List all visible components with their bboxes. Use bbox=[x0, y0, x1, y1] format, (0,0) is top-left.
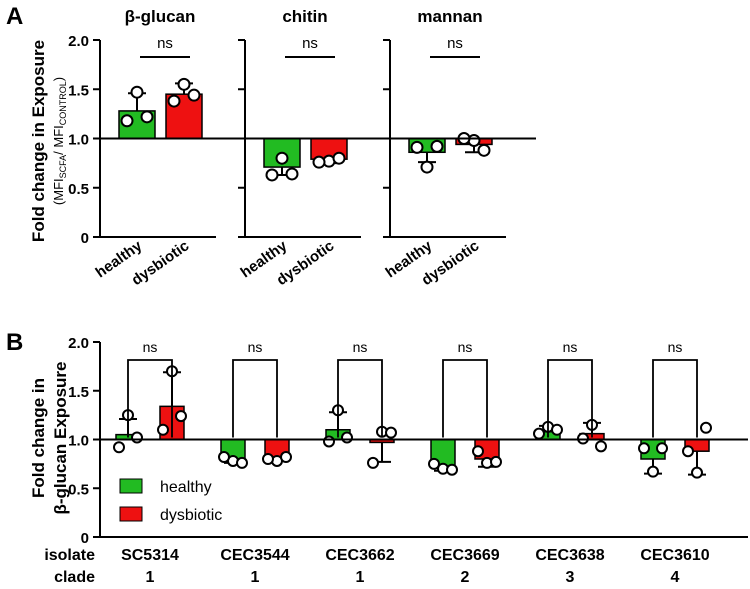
panel-b: 0 0.5 1.0 1.5 2.0 ns SC5314 1 ns CEC3544 1 ns CEC366… bbox=[68, 335, 748, 586]
isolate-label-3: CEC3669 bbox=[430, 547, 499, 564]
data-point-b-3-1-1 bbox=[472, 445, 484, 458]
panel-a-ylabel-formula: (MFISCFA/ MFICONTROL) bbox=[51, 77, 68, 205]
isolate-label-2: CEC3662 bbox=[325, 547, 394, 564]
data-point-b-2-1-2 bbox=[385, 426, 397, 439]
y-tick-label-3: 1.5 bbox=[68, 82, 89, 99]
y-tick-label-2: 1.0 bbox=[68, 132, 89, 149]
data-point-1-0-0 bbox=[275, 151, 289, 165]
subplot-title-2: mannan bbox=[417, 7, 482, 26]
data-point-b-5-0-0 bbox=[647, 465, 659, 478]
data-point-b-3-0-2 bbox=[446, 463, 458, 476]
data-point-1-1-1 bbox=[312, 155, 326, 169]
panel-a: β-glucan00.51.01.52.0healthydysbioticnsc… bbox=[68, 7, 536, 289]
isolate-label-1: CEC3544 bbox=[220, 547, 289, 564]
data-point-b-2-0-2 bbox=[341, 431, 353, 444]
sig-label-0: ns bbox=[157, 35, 173, 52]
y-tick-label-b-3: 1.5 bbox=[68, 384, 89, 401]
clade-label-4: 3 bbox=[566, 569, 575, 586]
sig-label-b-4: ns bbox=[563, 339, 578, 355]
data-point-0-1-2 bbox=[187, 88, 201, 102]
clade-label-0: 1 bbox=[146, 569, 155, 586]
sig-bracket-4 bbox=[547, 359, 593, 438]
data-point-0-0-1 bbox=[120, 114, 134, 128]
data-point-b-2-1-1 bbox=[367, 456, 379, 469]
sig-bracket-3 bbox=[442, 359, 488, 438]
data-point-b-5-1-1 bbox=[682, 445, 694, 458]
legend-label-healthy: healthy bbox=[160, 479, 212, 496]
sig-bracket-0 bbox=[127, 359, 173, 438]
data-point-b-5-1-2 bbox=[700, 421, 712, 434]
data-point-b-4-0-2 bbox=[551, 423, 563, 436]
isolate-row-label: isolate bbox=[44, 547, 95, 564]
data-point-b-1-0-1 bbox=[218, 451, 230, 464]
clade-label-3: 2 bbox=[461, 569, 470, 586]
sig-label-2: ns bbox=[447, 35, 463, 52]
data-point-0-0-0 bbox=[130, 85, 144, 99]
panel-label-b: B bbox=[6, 329, 23, 356]
legend-label-dysbiotic: dysbiotic bbox=[160, 507, 222, 524]
y-tick-label-b-4: 2.0 bbox=[68, 335, 89, 352]
data-point-b-0-1-2 bbox=[175, 410, 187, 423]
clade-label-2: 1 bbox=[356, 569, 365, 586]
sig-label-b-1: ns bbox=[248, 339, 263, 355]
data-point-b-5-0-2 bbox=[656, 442, 668, 455]
legend-swatch-dysbiotic bbox=[119, 506, 143, 522]
panel-label-a: A bbox=[6, 3, 23, 30]
data-point-2-0-1 bbox=[410, 140, 424, 154]
isolate-label-4: CEC3638 bbox=[535, 547, 604, 564]
data-point-b-0-1-1 bbox=[157, 423, 169, 436]
data-point-b-5-1-0 bbox=[691, 466, 703, 479]
y-tick-label-b-0: 0 bbox=[81, 530, 89, 547]
clade-row-label: clade bbox=[54, 569, 95, 586]
sig-label-b-3: ns bbox=[458, 339, 473, 355]
data-point-b-3-0-1 bbox=[428, 457, 440, 470]
data-point-b-0-0-1 bbox=[113, 441, 125, 454]
sig-label-b-5: ns bbox=[668, 339, 683, 355]
data-point-b-1-1-1 bbox=[262, 453, 274, 465]
data-point-b-5-0-1 bbox=[638, 442, 650, 455]
sig-label-b-0: ns bbox=[143, 339, 158, 355]
panel-b-ylabel-line2: β-glucan Exposure bbox=[51, 361, 70, 514]
y-tick-label-b-2: 1.0 bbox=[68, 433, 89, 450]
data-point-2-0-2 bbox=[430, 139, 444, 153]
data-point-0-0-2 bbox=[140, 110, 154, 124]
clade-label-5: 4 bbox=[671, 569, 680, 586]
sig-label-b-2: ns bbox=[353, 339, 368, 355]
data-point-2-0-0 bbox=[420, 160, 434, 174]
subplot-title-0: β-glucan bbox=[125, 7, 196, 26]
data-point-2-1-2 bbox=[477, 143, 491, 157]
data-point-b-4-0-1 bbox=[533, 427, 545, 440]
data-point-0-1-1 bbox=[167, 94, 181, 108]
sig-label-1: ns bbox=[302, 35, 318, 52]
data-point-b-4-1-2 bbox=[595, 440, 607, 453]
isolate-label-5: CEC3610 bbox=[640, 547, 709, 564]
y-tick-label-4: 2.0 bbox=[68, 33, 89, 50]
panel-b-ylabel-line1: Fold change in bbox=[29, 378, 48, 498]
data-point-1-1-2 bbox=[332, 151, 346, 165]
data-point-b-0-0-2 bbox=[131, 431, 143, 444]
isolate-label-0: SC5314 bbox=[121, 547, 179, 564]
y-tick-label-b-1: 0.5 bbox=[68, 481, 89, 498]
subplot-title-1: chitin bbox=[282, 7, 327, 26]
data-point-0-1-0 bbox=[177, 77, 191, 91]
y-tick-label-1: 0.5 bbox=[68, 181, 89, 198]
data-point-b-1-1-2 bbox=[280, 451, 292, 464]
sig-bracket-1 bbox=[232, 359, 278, 438]
clade-label-1: 1 bbox=[251, 569, 260, 586]
y-tick-label-0: 0 bbox=[81, 230, 89, 247]
data-point-b-3-1-2 bbox=[490, 455, 502, 468]
sig-bracket-5 bbox=[652, 359, 698, 438]
data-point-1-0-2 bbox=[285, 167, 299, 181]
sig-bracket-2 bbox=[337, 359, 383, 438]
legend-swatch-healthy bbox=[119, 478, 143, 494]
panel-a-ylabel: Fold change in Exposure bbox=[29, 40, 48, 242]
data-point-b-2-0-1 bbox=[323, 435, 335, 448]
data-point-b-1-0-2 bbox=[236, 456, 248, 469]
data-point-1-0-1 bbox=[265, 168, 279, 182]
